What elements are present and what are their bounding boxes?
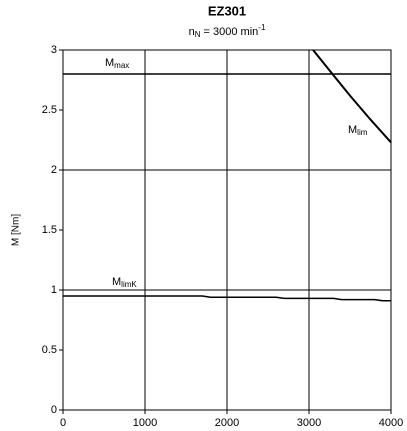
subtitle-part: N [195, 30, 201, 39]
y-tick-label: 0.5 [42, 344, 57, 356]
y-tick-label: 1 [51, 284, 57, 296]
annotation: MlimK [112, 276, 137, 289]
annotation: Mlim [348, 124, 368, 137]
line-series [63, 295, 391, 302]
annotation-part: M [348, 124, 357, 136]
y-tick-label: 2.5 [42, 104, 57, 116]
y-tick-label: 1.5 [42, 224, 57, 236]
subtitle-part: n [189, 26, 195, 38]
subtitle-part: = 3000 min [200, 26, 258, 38]
x-tick-label: 4000 [379, 417, 403, 429]
x-tick-label: 1000 [133, 417, 157, 429]
annotation-part: lim [357, 128, 368, 137]
x-tick-label: 3000 [297, 417, 321, 429]
y-tick-label: 0 [51, 404, 57, 416]
chart-subtitle: nN = 3000 min-1 [189, 23, 266, 39]
y-tick-label: 2 [51, 164, 57, 176]
chart-title: EZ301 [208, 3, 246, 18]
annotation-part: max [114, 61, 129, 70]
y-tick-label: 3 [51, 44, 57, 56]
annotation-part: M [112, 276, 121, 288]
annotation-part: limK [121, 280, 137, 289]
x-tick-label: 2000 [215, 417, 239, 429]
line-series [312, 49, 392, 144]
subtitle-part: -1 [258, 23, 266, 32]
annotation: Mmax [105, 57, 129, 70]
y-axis-label: M [Nm] [11, 214, 22, 246]
annotation-part: M [105, 57, 114, 69]
x-tick-label: 0 [60, 417, 66, 429]
